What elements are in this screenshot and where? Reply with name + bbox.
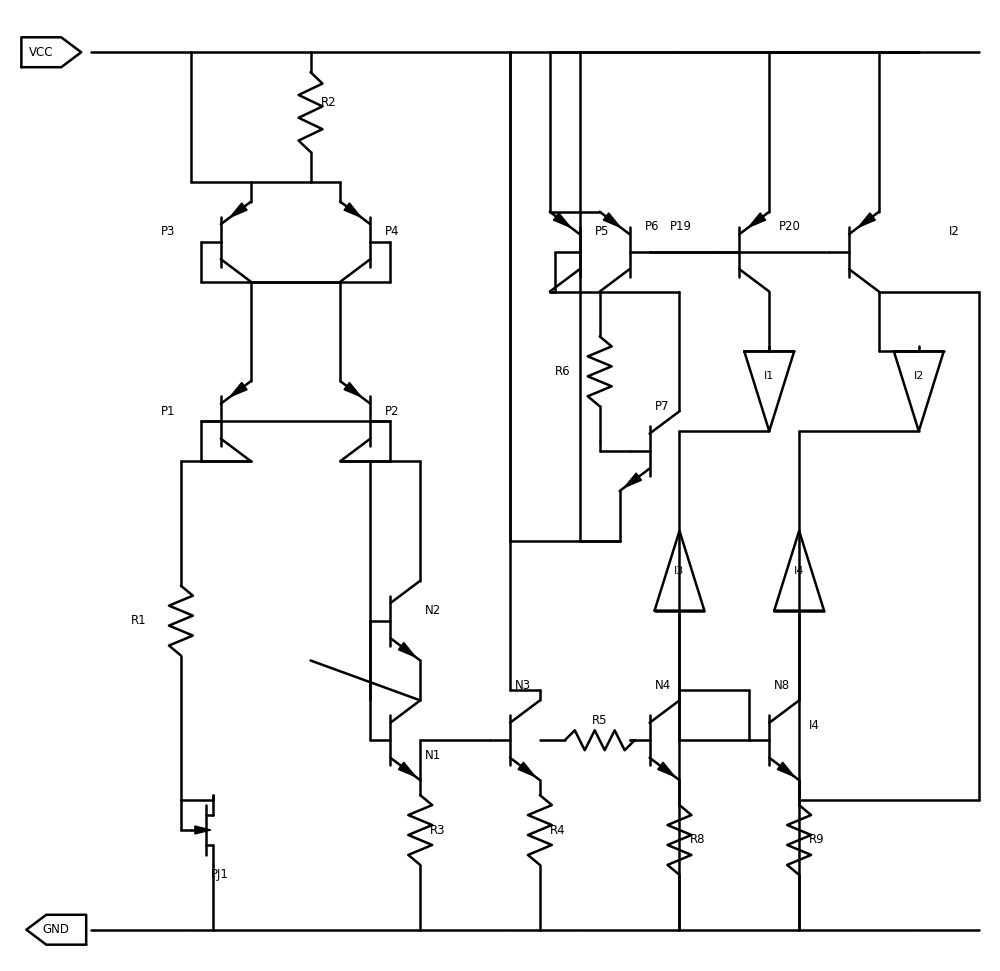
Text: P4: P4 <box>385 225 400 238</box>
Text: R2: R2 <box>321 95 336 109</box>
Polygon shape <box>230 203 247 218</box>
Text: P2: P2 <box>385 405 400 418</box>
Text: R4: R4 <box>550 823 565 836</box>
Text: P6: P6 <box>645 220 659 233</box>
Polygon shape <box>658 762 675 777</box>
Text: N1: N1 <box>425 749 441 761</box>
Polygon shape <box>603 213 620 227</box>
Text: P5: P5 <box>595 225 609 238</box>
Text: P19: P19 <box>670 220 692 233</box>
Text: I2: I2 <box>914 371 924 382</box>
Polygon shape <box>553 213 570 227</box>
Polygon shape <box>749 213 766 227</box>
Polygon shape <box>230 383 247 397</box>
Polygon shape <box>777 762 794 777</box>
Text: N2: N2 <box>425 604 441 618</box>
Text: P7: P7 <box>655 400 669 413</box>
Text: P1: P1 <box>161 405 175 418</box>
Text: R1: R1 <box>131 614 147 627</box>
Text: N4: N4 <box>655 679 671 692</box>
Polygon shape <box>398 643 415 657</box>
Text: I1: I1 <box>764 371 774 382</box>
Text: PJ1: PJ1 <box>211 868 229 882</box>
Polygon shape <box>344 383 361 397</box>
Text: P20: P20 <box>779 220 801 233</box>
Text: P3: P3 <box>161 225 175 238</box>
Text: I4: I4 <box>809 719 820 732</box>
Text: I2: I2 <box>949 225 960 238</box>
Text: R5: R5 <box>592 714 607 727</box>
Text: R6: R6 <box>555 365 570 378</box>
Text: R8: R8 <box>689 833 705 847</box>
Polygon shape <box>858 213 875 227</box>
Text: GND: GND <box>43 923 70 936</box>
Text: I4: I4 <box>794 566 804 576</box>
Polygon shape <box>398 762 415 777</box>
Text: N8: N8 <box>774 679 790 692</box>
Polygon shape <box>344 203 361 218</box>
Text: R9: R9 <box>809 833 825 847</box>
Text: VCC: VCC <box>29 46 54 58</box>
Polygon shape <box>624 473 641 487</box>
Text: R3: R3 <box>430 823 446 836</box>
Polygon shape <box>195 826 211 834</box>
Text: N3: N3 <box>515 679 531 692</box>
Polygon shape <box>518 762 535 777</box>
Text: I3: I3 <box>674 566 685 576</box>
